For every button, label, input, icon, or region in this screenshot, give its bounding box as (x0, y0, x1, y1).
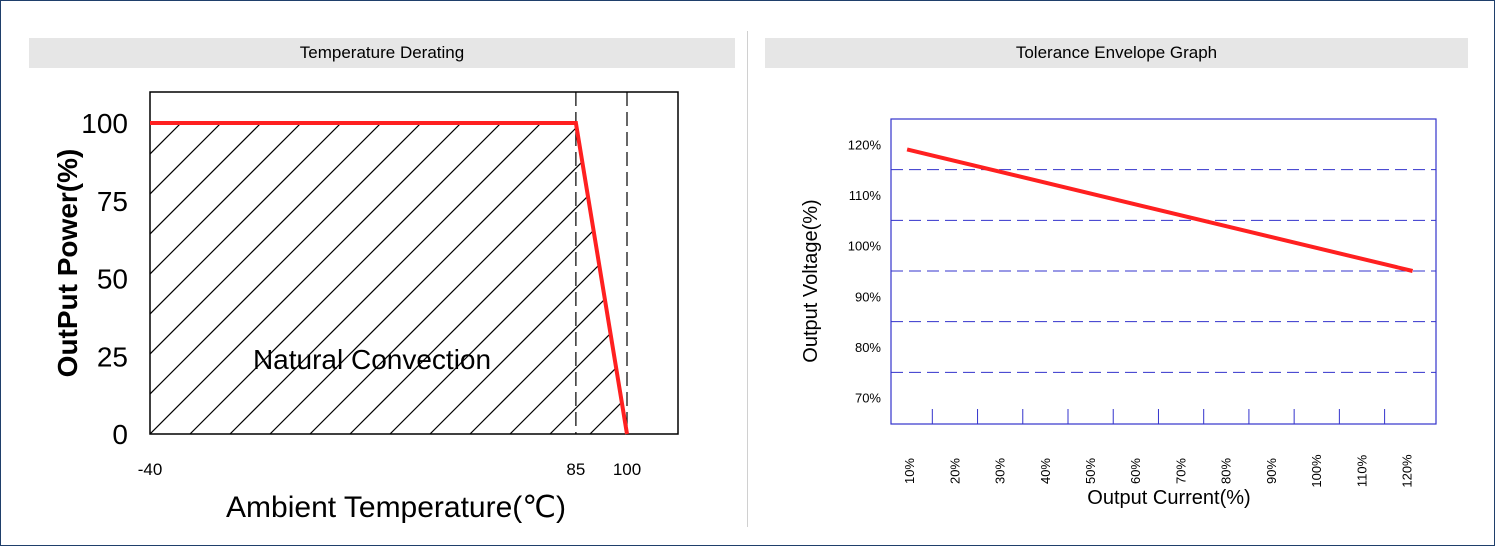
tolerance-envelope-title: Tolerance Envelope Graph (765, 38, 1468, 68)
tolerance-x-tick-label: 100% (1309, 454, 1324, 488)
tolerance-x-tick-label: 120% (1400, 454, 1415, 488)
hatch-line (830, 92, 1172, 434)
derating-x-tick-label: 100 (613, 460, 641, 479)
hatch-line (950, 92, 1292, 434)
derating-x-axis-label: Ambient Temperature(℃) (226, 491, 566, 524)
derating-plot-frame (149, 91, 679, 435)
derating-y-tick-label: 50 (97, 264, 128, 295)
tolerance-y-tick-label: 100% (848, 239, 882, 254)
hatch-line (150, 123, 293, 434)
hatch-line (150, 123, 413, 434)
derating-chart: 100 75 50 25 0 -40 85 100 Natural Convection A… (52, 91, 1372, 524)
hatch-line (150, 123, 333, 434)
hatch-line (150, 123, 173, 434)
hatch-line (870, 92, 1212, 434)
hatch-line (189, 123, 533, 434)
tolerance-chart: 10% 20% 30% 40% 50% 60% 70% 80% 90% 100% 110% 120% … (800, 118, 1437, 509)
hatch-line (229, 123, 573, 434)
hatch-line (910, 92, 1252, 434)
tolerance-y-tick-label: 90% (855, 289, 881, 304)
derating-y-tick-label: 25 (97, 341, 128, 372)
hatch-line (150, 123, 213, 434)
tolerance-x-tick-label: 80% (1219, 458, 1234, 484)
hatch-line (150, 123, 253, 434)
derating-series-line (150, 121, 629, 435)
tolerance-x-tick-label: 40% (1038, 458, 1053, 484)
derating-y-tick-label: 0 (112, 419, 128, 450)
tolerance-y-axis-label: Output Voltage(%) (800, 199, 822, 362)
hatch-line (469, 123, 627, 434)
tolerance-x-tick-label: 90% (1264, 458, 1279, 484)
temperature-derating-title: Temperature Derating (29, 38, 735, 68)
hatch-line (150, 123, 373, 434)
hatch-line (670, 92, 1012, 434)
tolerance-x-tick-label: 30% (993, 458, 1008, 484)
hatch-line (790, 92, 1132, 434)
tolerance-x-axis-label: Output Current(%) (1087, 487, 1250, 509)
hatch-line (509, 123, 627, 434)
tolerance-x-tick-label: 50% (1083, 458, 1098, 484)
tolerance-y-tick-label: 70% (855, 391, 881, 406)
hatch-line (150, 123, 493, 434)
hatch-line (389, 123, 627, 434)
derating-y-tick-label: 100 (81, 108, 128, 139)
hatch-line (349, 123, 627, 434)
tolerance-plot-frame (890, 118, 1437, 425)
hatch-line (549, 123, 627, 434)
panel-divider (747, 31, 748, 527)
tolerance-series-line (906, 147, 1414, 273)
derating-hatch-area (150, 92, 1372, 434)
tolerance-x-tick-label: 10% (902, 458, 917, 484)
derating-y-axis-label: OutPut Power(%) (52, 149, 83, 378)
natural-convection-label: Natural Convection (253, 344, 491, 375)
tolerance-y-tick-label: 120% (848, 137, 882, 152)
derating-x-tick-label: -40 (138, 460, 163, 479)
derating-x-tick-label: 85 (566, 460, 585, 479)
hatch-line (150, 123, 453, 434)
hatch-line (1030, 92, 1372, 434)
tolerance-y-tick-label: 80% (855, 340, 881, 355)
hatch-line (710, 92, 1052, 434)
hatch-line (269, 123, 613, 434)
tolerance-y-tick-label: 110% (849, 188, 882, 203)
derating-y-tick-label: 75 (97, 186, 128, 217)
tolerance-x-tick-label: 70% (1173, 458, 1188, 484)
tolerance-x-tick-label: 110% (1354, 454, 1369, 487)
hatch-line (990, 92, 1332, 434)
tolerance-x-tick-label: 20% (947, 458, 962, 484)
tolerance-x-tick-label: 60% (1128, 458, 1143, 484)
